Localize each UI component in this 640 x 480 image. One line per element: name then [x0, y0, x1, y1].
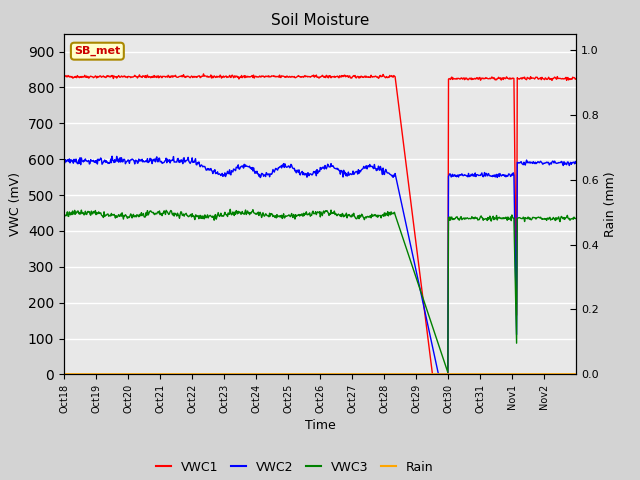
X-axis label: Time: Time [305, 419, 335, 432]
Legend: VWC1, VWC2, VWC3, Rain: VWC1, VWC2, VWC3, Rain [150, 456, 438, 479]
Text: SB_met: SB_met [74, 46, 120, 56]
Y-axis label: Rain (mm): Rain (mm) [604, 171, 617, 237]
Y-axis label: VWC (mV): VWC (mV) [10, 172, 22, 236]
Title: Soil Moisture: Soil Moisture [271, 13, 369, 28]
